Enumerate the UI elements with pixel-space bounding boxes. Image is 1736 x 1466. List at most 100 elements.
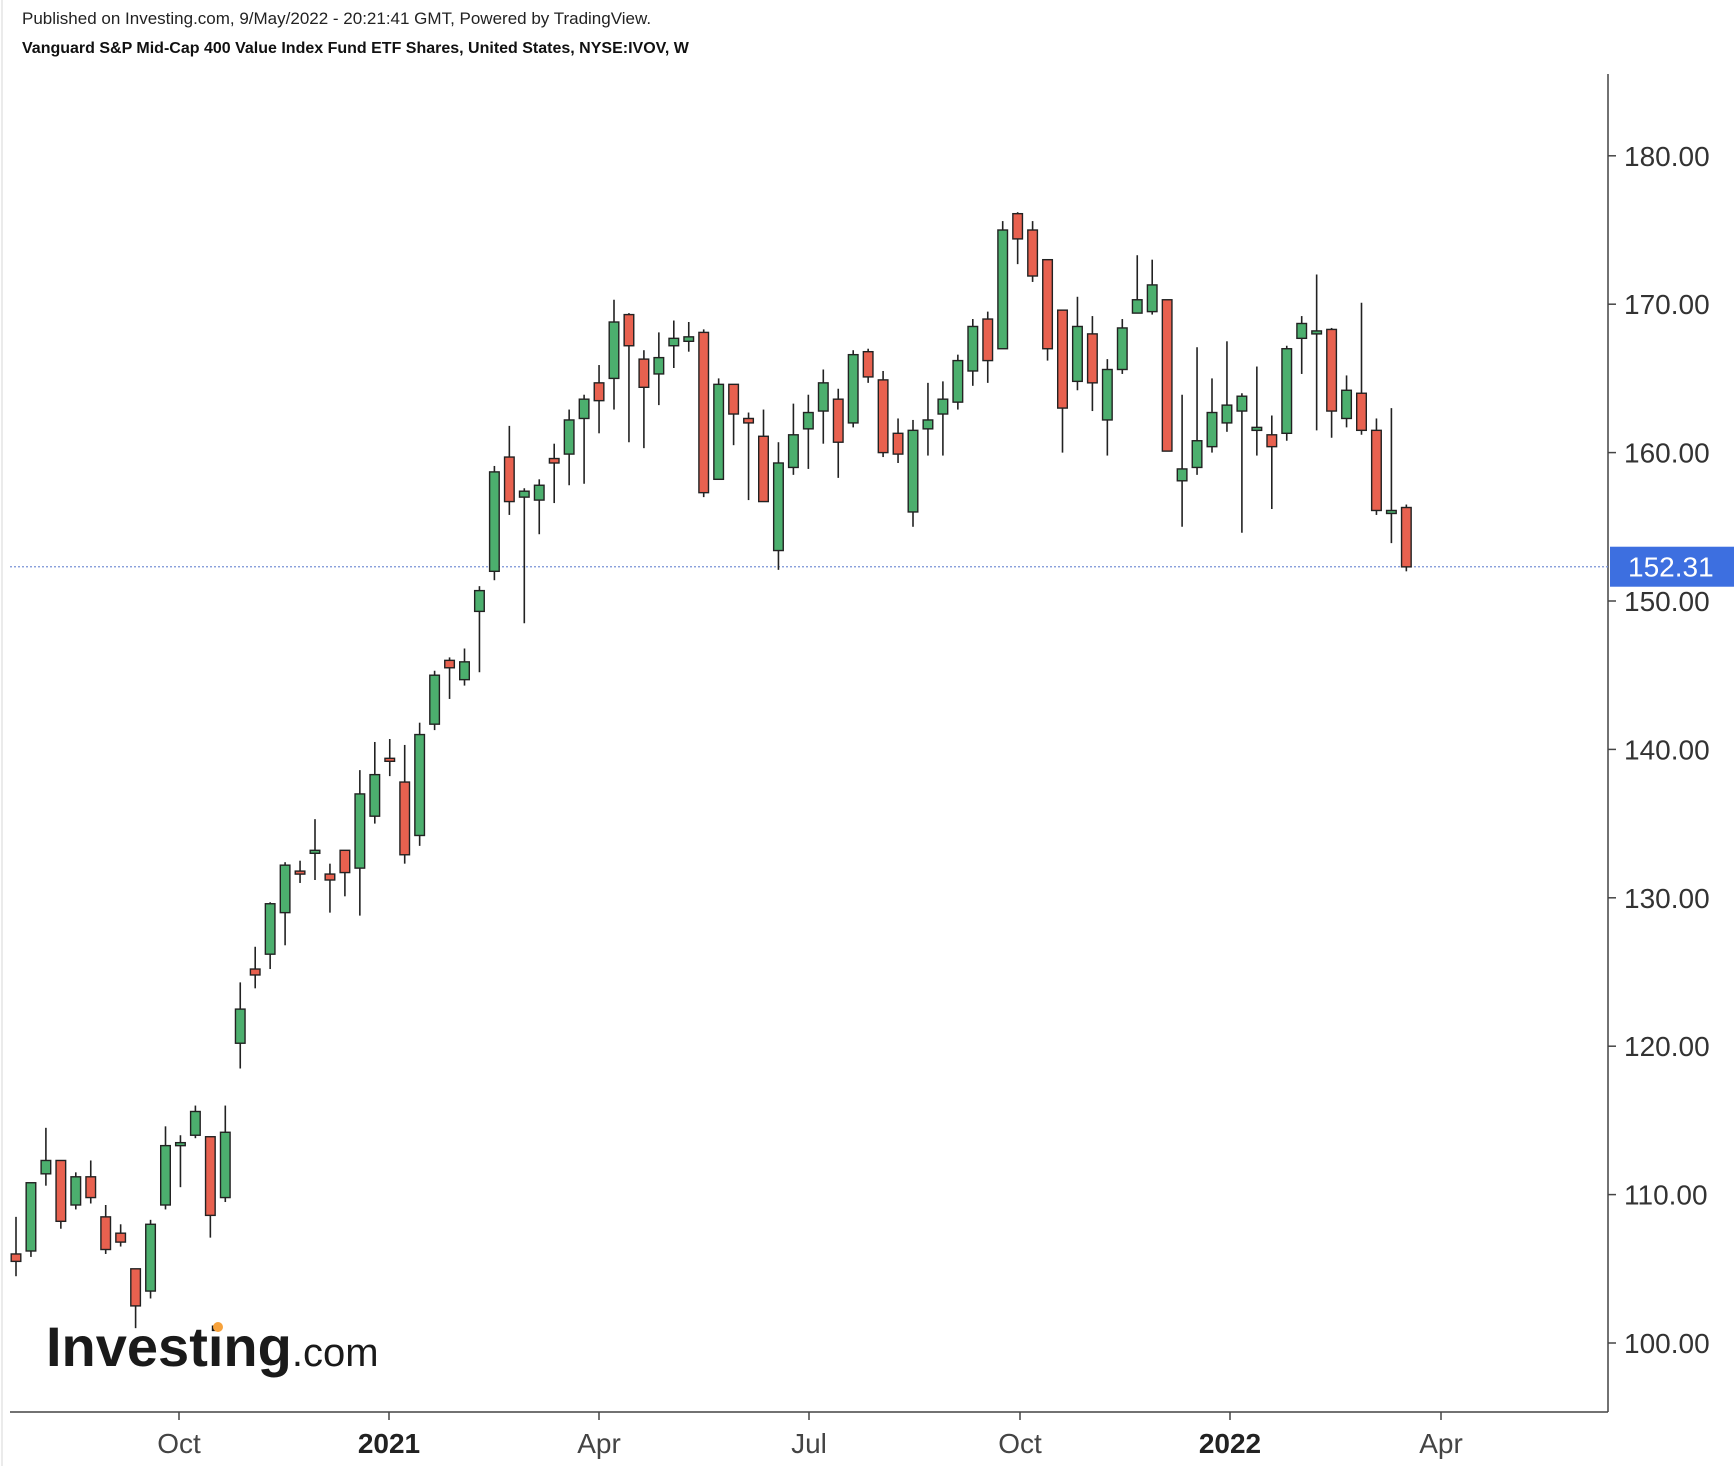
candle: [369, 741, 381, 824]
x-tick-label: 2022: [1199, 1428, 1261, 1459]
candle: [787, 403, 799, 475]
candle-body: [459, 661, 471, 681]
candle-body: [130, 1268, 142, 1307]
candle: [758, 409, 770, 503]
candle-body: [1221, 404, 1233, 424]
candle-body: [832, 398, 844, 443]
candle-body: [25, 1182, 37, 1252]
candle: [115, 1224, 127, 1247]
candle-body: [1101, 368, 1113, 421]
candle-body: [892, 432, 904, 455]
candle-body: [309, 849, 321, 855]
candle: [907, 419, 919, 527]
candle-body: [1042, 258, 1054, 350]
candle-body: [249, 968, 261, 976]
y-tick-label: 120.00: [1624, 1031, 1710, 1062]
candle-body: [593, 382, 605, 402]
candle: [264, 902, 276, 970]
candle-body: [1161, 299, 1173, 452]
candle-body: [1311, 330, 1323, 335]
candle-body: [55, 1159, 67, 1223]
candle-body: [70, 1176, 82, 1206]
candle-body: [1012, 212, 1024, 240]
candle: [1101, 359, 1113, 456]
candle: [1385, 408, 1397, 544]
candle-body: [324, 873, 336, 881]
candle: [159, 1126, 171, 1210]
watermark-layer: Investing.com: [46, 1315, 379, 1378]
candle: [743, 412, 755, 501]
last-price-label: 152.31: [1628, 552, 1714, 583]
last-price-badge: [1610, 546, 1734, 587]
candle: [309, 819, 321, 880]
candle-body: [1281, 348, 1293, 435]
candle-body: [100, 1216, 112, 1251]
candle-body: [907, 429, 919, 513]
candle: [1086, 316, 1098, 412]
candle: [354, 770, 366, 916]
candle: [877, 370, 889, 458]
candle: [608, 299, 620, 410]
candle-body: [40, 1159, 52, 1175]
x-tick-label: Apr: [1419, 1428, 1463, 1459]
candle: [1042, 258, 1054, 361]
candle-body: [937, 398, 949, 415]
candle-body: [85, 1176, 97, 1199]
candle: [1027, 221, 1039, 282]
candle: [1355, 302, 1367, 435]
candle: [1251, 366, 1263, 456]
candle: [832, 388, 844, 478]
candle: [847, 350, 859, 428]
y-tick-label: 180.00: [1624, 141, 1710, 172]
candle-body: [713, 383, 725, 481]
candle-body: [802, 411, 814, 430]
candle-body: [698, 331, 710, 494]
candle: [922, 382, 934, 456]
x-tick-label: 2021: [358, 1428, 420, 1459]
candle-body: [369, 773, 381, 817]
candles-layer: [10, 212, 1412, 1329]
candle-body: [728, 383, 740, 415]
candle-body: [339, 849, 351, 874]
candle: [1146, 259, 1158, 315]
candle-body: [429, 674, 441, 725]
candle: [817, 369, 829, 444]
candle: [70, 1172, 82, 1210]
candle-body: [772, 462, 784, 552]
candle: [459, 648, 471, 686]
candle-body: [1131, 299, 1143, 314]
candle: [503, 425, 515, 515]
candle-body: [1296, 322, 1308, 340]
y-tick-label: 140.00: [1624, 734, 1710, 765]
candle: [429, 670, 441, 731]
candle: [1296, 316, 1308, 374]
candle: [40, 1127, 52, 1186]
candle-body: [1206, 411, 1218, 448]
investing-logo-suffix: .com: [292, 1331, 379, 1375]
candle: [130, 1268, 142, 1329]
candle-body: [414, 733, 426, 837]
candle: [204, 1136, 216, 1238]
candle: [294, 860, 306, 883]
candle-body: [1385, 509, 1397, 515]
candle: [25, 1182, 37, 1257]
candle: [683, 322, 695, 352]
candle-body: [952, 359, 964, 403]
candle: [1161, 299, 1173, 452]
candle-body: [1400, 506, 1412, 568]
y-tick-label: 110.00: [1624, 1180, 1708, 1211]
candle-body: [683, 336, 695, 342]
candle-body: [234, 1008, 246, 1044]
candle-body: [967, 325, 979, 372]
candle-body: [1176, 468, 1188, 482]
candle: [145, 1219, 157, 1299]
candle-body: [1056, 309, 1068, 409]
candle-body: [1251, 426, 1263, 432]
candle-body: [668, 337, 680, 347]
candle: [55, 1159, 67, 1229]
x-tick-label: Oct: [998, 1428, 1042, 1459]
candle: [1326, 327, 1338, 438]
candle: [1176, 394, 1188, 527]
candle-body: [997, 229, 1009, 350]
